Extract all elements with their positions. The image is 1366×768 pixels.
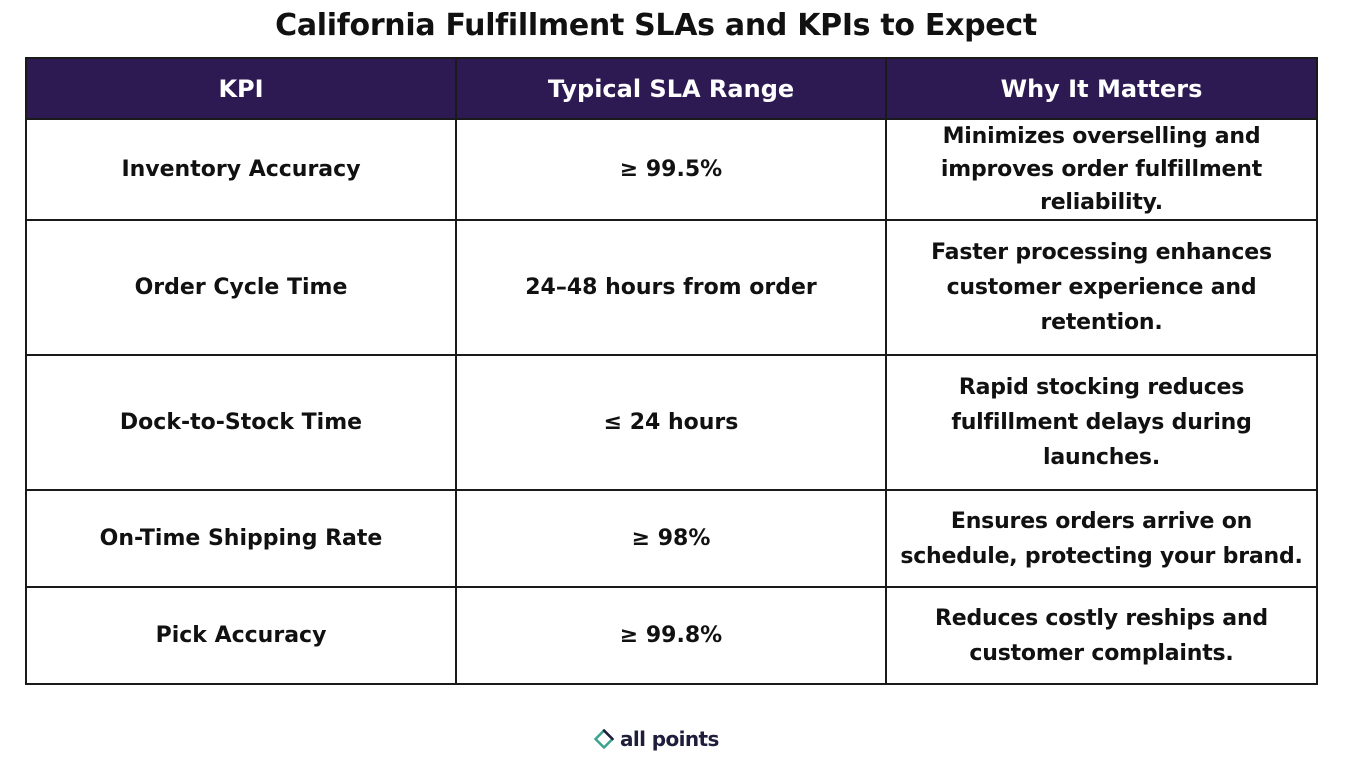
why-cell: Ensures orders arrive on schedule, prote…	[885, 489, 1318, 588]
why-cell: Faster processing enhances customer expe…	[885, 219, 1318, 356]
diamond-ring-icon	[594, 729, 614, 749]
sla-cell: ≥ 99.8%	[455, 586, 887, 685]
column-header-kpi: KPI	[25, 57, 457, 120]
table-row: On-Time Shipping Rate ≥ 98% Ensures orde…	[25, 489, 1318, 588]
column-header-sla-range: Typical SLA Range	[455, 57, 887, 120]
why-cell: Rapid stocking reduces fulfillment delay…	[885, 354, 1318, 491]
sla-cell: ≥ 98%	[455, 489, 887, 588]
page-title: California Fulfillment SLAs and KPIs to …	[275, 8, 1037, 43]
table-row: Dock-to-Stock Time ≤ 24 hours Rapid stoc…	[25, 354, 1318, 491]
table-row: Pick Accuracy ≥ 99.8% Reduces costly res…	[25, 586, 1318, 685]
kpi-cell: Dock-to-Stock Time	[25, 354, 457, 491]
all-points-logo: all points	[594, 725, 719, 753]
logo-wordmark: all points	[620, 727, 719, 751]
kpi-cell: On-Time Shipping Rate	[25, 489, 457, 588]
kpi-cell: Pick Accuracy	[25, 586, 457, 685]
kpi-cell: Order Cycle Time	[25, 219, 457, 356]
kpi-table: KPI Typical SLA Range Why It Matters Inv…	[25, 57, 1318, 685]
sla-cell: ≤ 24 hours	[455, 354, 887, 491]
kpi-cell: Inventory Accuracy	[25, 118, 457, 221]
table-row: Inventory Accuracy ≥ 99.5% Minimizes ove…	[25, 118, 1318, 221]
why-cell: Reduces costly reships and customer comp…	[885, 586, 1318, 685]
table-header-row: KPI Typical SLA Range Why It Matters	[25, 57, 1318, 120]
sla-cell: 24–48 hours from order	[455, 219, 887, 356]
why-cell: Minimizes overselling and improves order…	[885, 118, 1318, 221]
sla-cell: ≥ 99.5%	[455, 118, 887, 221]
table-row: Order Cycle Time 24–48 hours from order …	[25, 219, 1318, 356]
column-header-why-it-matters: Why It Matters	[885, 57, 1318, 120]
